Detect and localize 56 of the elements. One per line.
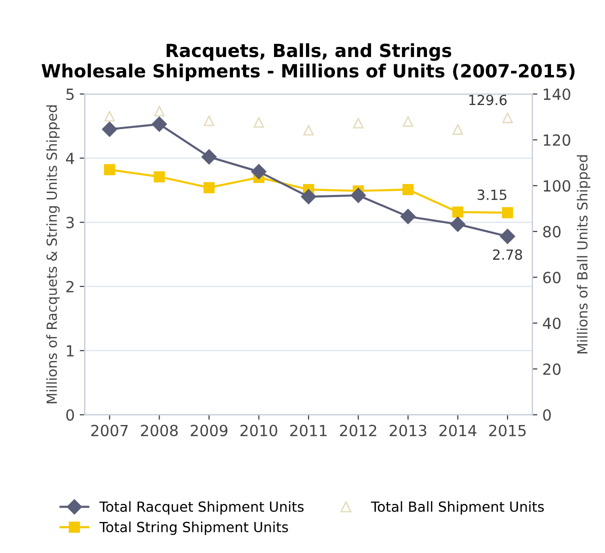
point xyxy=(204,115,214,126)
x-tick-label: 2013 xyxy=(390,424,426,436)
point xyxy=(502,112,513,124)
point xyxy=(400,208,416,224)
point xyxy=(102,122,118,137)
legend-label: Total String Shipment Units xyxy=(99,522,288,535)
point xyxy=(104,110,115,122)
x-tick-label: 2008 xyxy=(140,424,178,436)
y2-tick-label: 20 xyxy=(543,363,561,375)
y2-tick-label: 100 xyxy=(544,180,570,192)
x-tick-label: 2014 xyxy=(439,424,476,436)
x-tick-label: 2015 xyxy=(489,424,526,436)
chart-title: Racquets, Balls, and Strings Wholesale Shipments - Millions of Units (2007-2015) xyxy=(42,43,575,82)
data-label: 3.15 xyxy=(478,190,506,200)
y2-tick-label: 60 xyxy=(543,272,561,284)
point xyxy=(251,164,266,180)
point xyxy=(204,182,215,194)
point xyxy=(253,117,264,128)
data-label: 129.6 xyxy=(469,94,507,106)
data-label: 2.78 xyxy=(493,249,522,260)
point xyxy=(154,106,165,117)
y2-tick-label: 140 xyxy=(544,88,570,100)
y-tick-label: 4 xyxy=(66,152,74,164)
point xyxy=(502,207,514,218)
point xyxy=(104,164,116,176)
legend-label: Total Ball Shipment Units xyxy=(370,501,544,515)
legend-label: Total Racquet Shipment Units xyxy=(99,501,304,515)
point xyxy=(154,171,165,182)
y2-tick-label: 80 xyxy=(543,226,561,238)
y2-tick-label: 40 xyxy=(542,318,561,330)
point xyxy=(300,189,316,204)
point xyxy=(402,116,414,127)
y-tick-label: 2 xyxy=(66,280,74,292)
point xyxy=(402,184,414,196)
point xyxy=(350,188,366,203)
y-axis-title: Millions of Racquets & String Units Shipped xyxy=(46,105,60,404)
point xyxy=(201,149,217,164)
y-tick-label: 3 xyxy=(66,216,74,228)
y-tick-label: 0 xyxy=(66,409,74,421)
x-tick-label: 2009 xyxy=(190,424,228,436)
point xyxy=(452,124,464,135)
x-tick-label: 2012 xyxy=(340,424,376,436)
y2-tick-label: 120 xyxy=(544,134,570,146)
point xyxy=(152,116,167,132)
y2-tick-label: 0 xyxy=(543,409,551,421)
x-tick-label: 2011 xyxy=(290,424,327,436)
point xyxy=(303,124,314,136)
y-tick-label: 1 xyxy=(66,345,74,356)
x-tick-label: 2007 xyxy=(91,424,128,436)
point xyxy=(500,228,516,244)
point xyxy=(452,206,464,218)
x-tick-label: 2010 xyxy=(240,424,278,436)
y2-axis-title: Millions of Ball Units Shipped xyxy=(576,155,590,354)
y-tick-label: 5 xyxy=(66,88,74,100)
point xyxy=(352,118,364,128)
point xyxy=(450,216,466,232)
